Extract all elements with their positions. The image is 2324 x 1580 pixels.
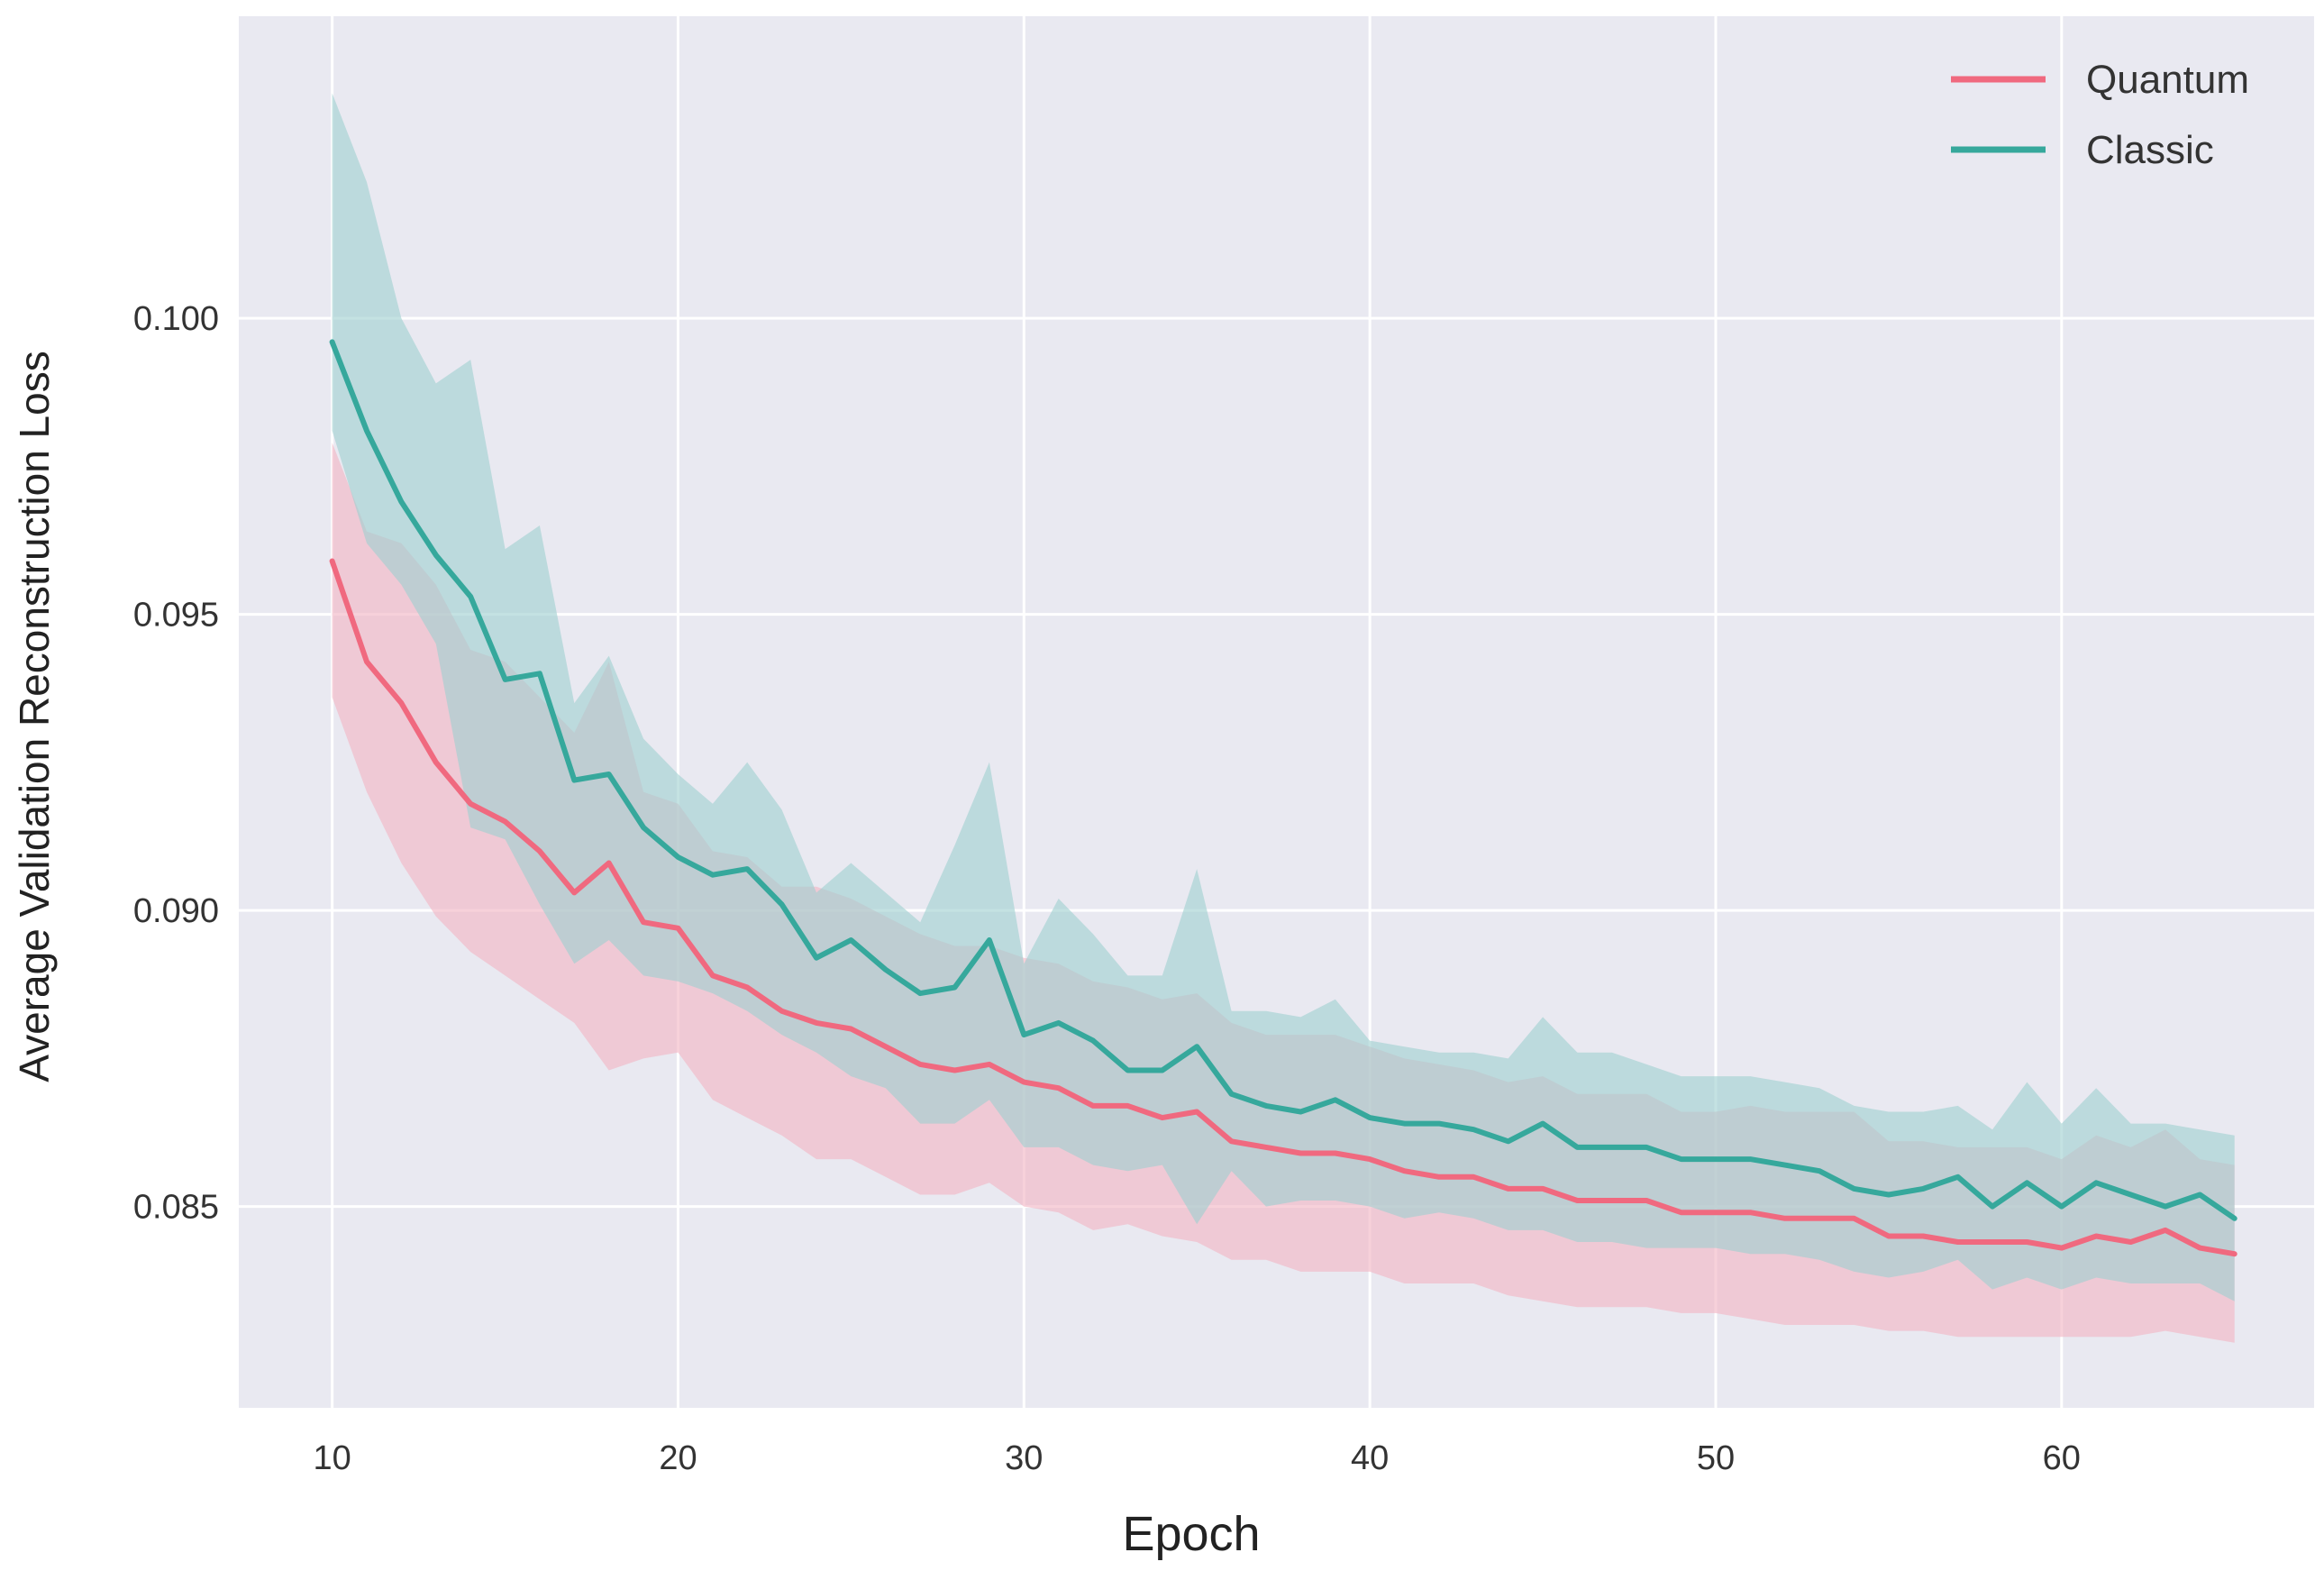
classic-series-line: [329, 339, 2237, 1221]
x-tick-label: 40: [1351, 1439, 1389, 1477]
y-tick-label: 0.090: [133, 892, 219, 930]
legend: Quantum Classic: [1951, 58, 2249, 172]
x-axis-title: Epoch: [1122, 1507, 1260, 1561]
y-tick-label: 0.085: [133, 1189, 219, 1227]
y-tick-label: 0.095: [133, 597, 219, 635]
x-tick-label: 30: [1005, 1439, 1043, 1477]
tick-labels: 10 20 30 40 50 60 0.085 0.090 0.095 0.100: [133, 300, 2081, 1477]
quantum-series-line: [329, 558, 2237, 1257]
x-tick-label: 60: [2043, 1439, 2081, 1477]
series-lines: [329, 339, 2237, 1257]
classic-legend-label: Classic: [2086, 128, 2214, 172]
y-axis-title: Average Validation Reconstruction Loss: [11, 351, 58, 1082]
quantum-legend-label: Quantum: [2086, 58, 2249, 102]
confidence-bands: [332, 93, 2235, 1343]
classic-confidence-band: [332, 93, 2235, 1301]
y-tick-label: 0.100: [133, 300, 219, 338]
x-tick-label: 20: [659, 1439, 697, 1477]
x-tick-label: 10: [313, 1439, 351, 1477]
x-tick-label: 50: [1697, 1439, 1735, 1477]
